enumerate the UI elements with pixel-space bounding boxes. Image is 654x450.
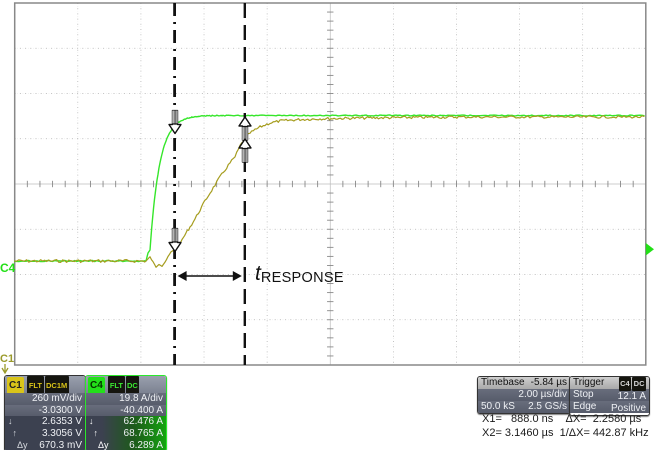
svg-text:C1: C1 xyxy=(0,353,14,365)
svg-text:C4: C4 xyxy=(0,261,16,275)
